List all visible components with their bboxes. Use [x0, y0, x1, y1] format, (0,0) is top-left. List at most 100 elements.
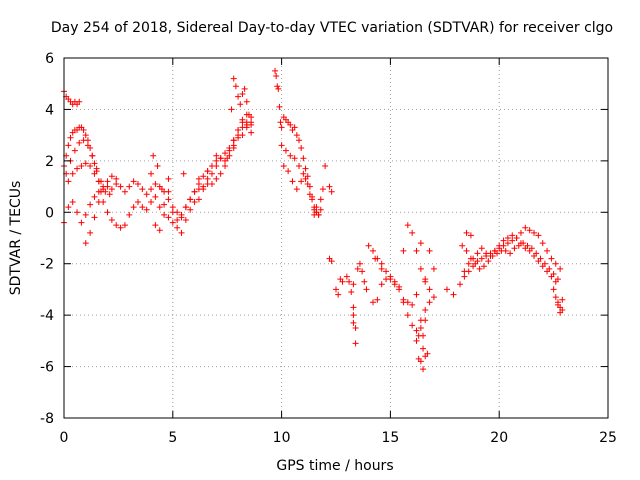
data-point: [213, 163, 220, 169]
data-point: [139, 186, 146, 193]
data-point: [95, 188, 102, 195]
x-axis-label: GPS time / hours: [276, 458, 393, 474]
data-point: [213, 175, 220, 182]
data-point: [306, 191, 313, 198]
data-point: [296, 137, 303, 144]
data-point: [333, 286, 339, 293]
data-point: [450, 291, 457, 298]
data-point: [430, 265, 437, 272]
data-point: [291, 124, 298, 131]
data-point: [156, 204, 163, 211]
data-point: [511, 245, 518, 252]
data-point: [239, 132, 246, 139]
y-tick-label: 0: [45, 205, 54, 221]
data-point: [461, 273, 468, 280]
data-point: [317, 206, 324, 213]
data-point: [300, 155, 307, 162]
data-point: [243, 121, 250, 128]
x-tick-label: 5: [168, 430, 177, 446]
data-point: [535, 258, 542, 265]
data-point: [165, 188, 172, 195]
data-point: [232, 83, 239, 90]
data-point: [552, 278, 559, 285]
data-point: [396, 283, 403, 290]
data-point: [383, 268, 390, 275]
data-point: [350, 312, 357, 319]
data-point: [80, 137, 87, 144]
data-point: [67, 134, 74, 141]
data-point: [126, 211, 133, 218]
data-point: [504, 240, 511, 247]
data-point: [104, 178, 111, 185]
data-point: [222, 150, 229, 157]
data-point: [161, 201, 168, 208]
data-point: [550, 286, 557, 293]
data-point: [195, 196, 202, 203]
data-point: [361, 278, 368, 285]
data-point: [134, 199, 141, 205]
data-point: [557, 309, 564, 316]
data-point: [552, 294, 559, 301]
data-point: [302, 175, 309, 182]
data-point: [187, 196, 194, 203]
data-point: [195, 181, 202, 187]
data-point: [413, 291, 420, 298]
data-point: [272, 67, 279, 74]
x-tick-label: 20: [490, 430, 508, 446]
data-point: [87, 229, 94, 236]
data-point: [248, 119, 255, 126]
data-point: [383, 276, 390, 283]
data-point: [311, 211, 318, 218]
y-tick-label: 4: [45, 102, 54, 118]
data-point: [91, 160, 98, 167]
data-point: [191, 199, 198, 205]
data-point: [95, 178, 102, 185]
data-point: [480, 263, 487, 270]
data-point: [465, 268, 472, 275]
data-point: [235, 134, 242, 141]
data-point: [291, 155, 298, 162]
data-point: [391, 278, 398, 285]
data-point: [213, 157, 220, 164]
data-point: [443, 286, 450, 293]
data-point: [548, 255, 555, 262]
data-point: [217, 155, 224, 162]
data-point: [378, 260, 385, 267]
data-point: [277, 119, 284, 126]
data-point: [343, 273, 350, 280]
data-point: [319, 186, 326, 193]
data-point: [346, 278, 353, 285]
data-point: [350, 281, 357, 288]
data-point: [465, 260, 472, 267]
data-point: [235, 127, 242, 133]
data-point: [187, 206, 194, 213]
data-point: [76, 139, 83, 146]
data-point: [82, 240, 89, 247]
chart-title: Day 254 of 2018, Sidereal Day-to-day VTE…: [51, 20, 613, 36]
data-point: [180, 170, 187, 177]
data-point: [239, 119, 246, 126]
data-point: [293, 132, 300, 139]
data-point: [365, 242, 372, 249]
data-point: [121, 222, 128, 229]
data-point: [230, 75, 237, 82]
data-point: [522, 224, 529, 231]
data-point: [274, 83, 281, 90]
data-point: [248, 129, 255, 136]
data-point: [134, 181, 141, 187]
data-point: [287, 121, 294, 128]
data-point: [178, 229, 185, 236]
data-point: [91, 170, 98, 177]
data-point: [285, 168, 292, 175]
data-point: [76, 98, 83, 105]
data-point: [302, 165, 309, 172]
x-tick-label: 15: [381, 430, 399, 446]
data-point: [509, 232, 516, 239]
data-point: [165, 175, 172, 182]
data-point: [474, 250, 481, 257]
y-axis-label: SDTVAR / TECUs: [8, 181, 24, 296]
data-point: [150, 152, 157, 159]
data-point: [470, 263, 477, 270]
data-point: [504, 235, 511, 241]
